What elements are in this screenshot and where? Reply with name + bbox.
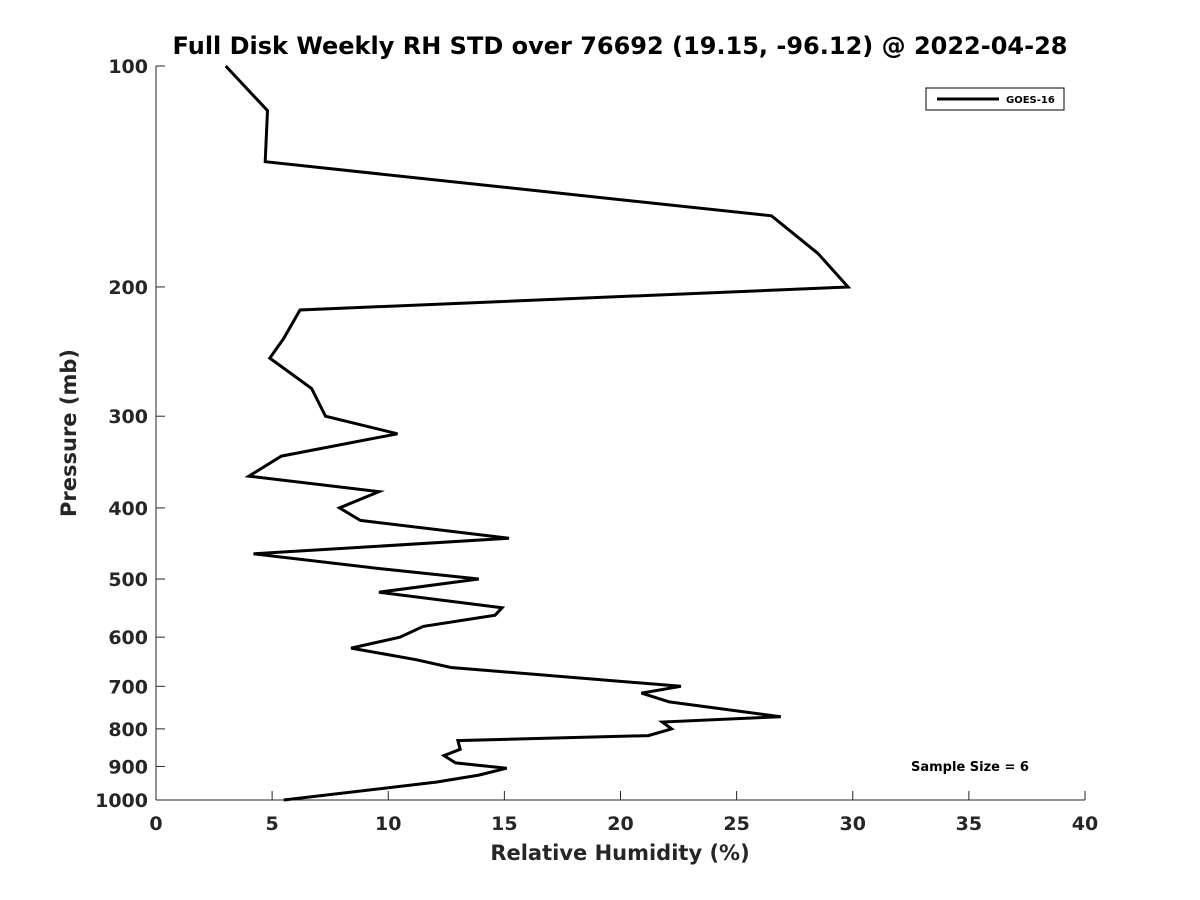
y-tick-label-4: 500 [108, 569, 148, 591]
y-tick-label-5: 600 [108, 627, 148, 649]
y-tick-label-9: 1000 [95, 790, 148, 812]
x-axis-label: Relative Humidity (%) [490, 841, 749, 865]
y-tick-label-6: 700 [108, 676, 148, 698]
chart-title: Full Disk Weekly RH STD over 76692 (19.1… [173, 32, 1068, 60]
y-tick-label-8: 900 [108, 756, 148, 778]
x-tick-label-3: 15 [491, 813, 517, 835]
x-tick-label-1: 5 [266, 813, 279, 835]
series-line-goes-16 [224, 64, 852, 802]
legend-label-goes-16: GOES-16 [1006, 95, 1055, 106]
y-tick-label-1: 200 [108, 277, 148, 299]
x-tick-label-8: 40 [1072, 813, 1098, 835]
y-tick-label-2: 300 [108, 406, 148, 428]
x-tick-label-4: 20 [607, 813, 633, 835]
y-axis-label: Pressure (mb) [57, 349, 81, 517]
y-tick-label-7: 800 [108, 719, 148, 741]
x-tick-label-2: 10 [375, 813, 401, 835]
plot-area: 0 5 10 15 20 25 30 35 40 100 200 300 400 500 600 700 800… [95, 56, 1098, 835]
x-tick-label-5: 25 [723, 813, 749, 835]
x-tick-label-6: 30 [840, 813, 866, 835]
sample-size-annotation: Sample Size = 6 [911, 760, 1029, 775]
x-tick-label-7: 35 [956, 813, 982, 835]
x-tick-label-0: 0 [149, 813, 162, 835]
y-tick-label-3: 400 [108, 498, 148, 520]
legend: GOES-16 [925, 87, 1065, 111]
y-tick-label-0: 100 [108, 56, 148, 78]
